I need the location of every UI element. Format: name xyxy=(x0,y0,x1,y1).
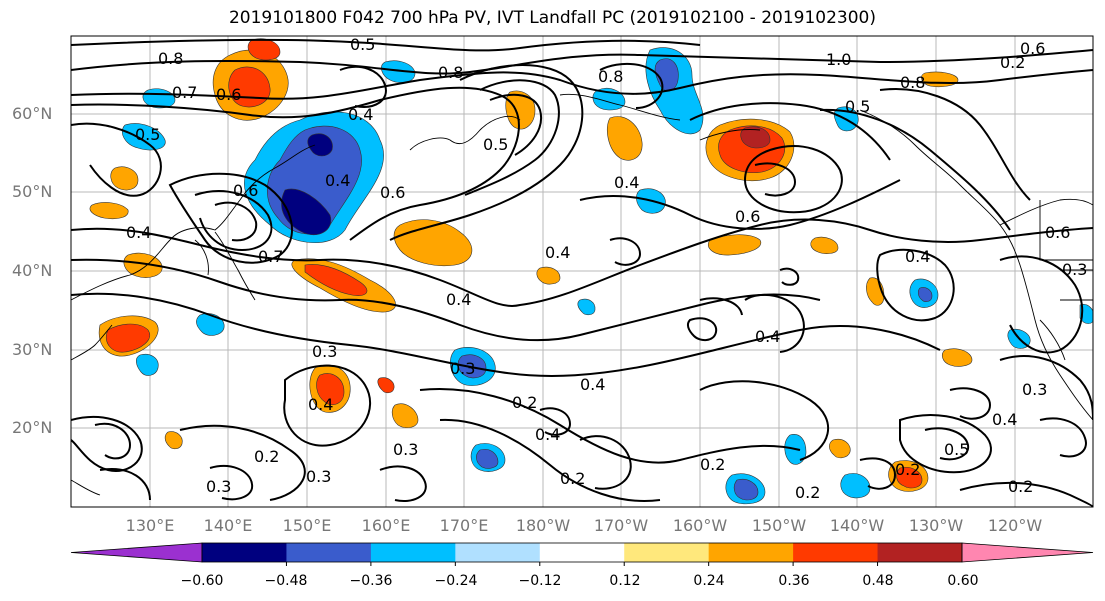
coastlines xyxy=(71,93,1093,496)
contour-label: 0.2 xyxy=(895,460,920,479)
contour-label: 0.6 xyxy=(1020,39,1045,58)
contour-label: 0.5 xyxy=(483,135,508,154)
contour-label: 0.8 xyxy=(900,73,925,92)
lon-label: 130°E xyxy=(125,516,175,535)
contour-label: 0.2 xyxy=(795,483,820,502)
contour-label: 0.6 xyxy=(216,85,241,104)
map-title: 2019101800 F042 700 hPa PV, IVT Landfall… xyxy=(228,8,876,28)
lon-label: 180°W xyxy=(515,516,571,535)
lon-label: 150°E xyxy=(282,516,332,535)
lon-label: 140°E xyxy=(203,516,253,535)
contour-label: 0.7 xyxy=(172,83,197,102)
colorbar-tick-label: 0.24 xyxy=(693,573,725,589)
contour-label: 0.6 xyxy=(233,181,258,200)
lat-label: 40°N xyxy=(12,261,53,280)
contour-label: 0.4 xyxy=(755,327,780,346)
colorbar-tick-label: −0.60 xyxy=(180,573,224,589)
colorbar-tick-label: −0.24 xyxy=(434,573,478,589)
contour-label: 1.0 xyxy=(826,50,851,69)
colorbar-tick-label: −0.48 xyxy=(264,573,308,589)
contour-label: 0.2 xyxy=(254,447,279,466)
contour-label: 0.4 xyxy=(992,410,1017,429)
contour-label: 0.2 xyxy=(1000,53,1025,72)
lon-label: 130°W xyxy=(908,516,964,535)
lon-label: 150°W xyxy=(751,516,807,535)
contour-label: 0.3 xyxy=(1062,260,1087,279)
contour-label: 0.4 xyxy=(545,243,570,262)
colorbar-tick-label: 0.48 xyxy=(862,573,894,589)
colorbar-tick-label: 0.60 xyxy=(947,573,979,589)
contour-label: 0.4 xyxy=(905,247,930,266)
contour-label: 0.6 xyxy=(1045,223,1070,242)
contour-label: 0.4 xyxy=(580,375,605,394)
contour-label: 0.2 xyxy=(560,469,585,488)
lon-label: 140°W xyxy=(829,516,885,535)
colorbar-tick-label: 0.12 xyxy=(609,573,641,589)
contour-label: 0.2 xyxy=(512,393,537,412)
contour-label: 0.7 xyxy=(258,247,283,266)
lon-label: 160°W xyxy=(672,516,728,535)
contour-label: 0.3 xyxy=(1022,380,1047,399)
contour-label: 0.3 xyxy=(206,477,231,496)
contour-label: 0.5 xyxy=(350,35,375,54)
contour-label: 0.4 xyxy=(614,173,639,192)
contour-label: 0.8 xyxy=(598,67,623,86)
contour-label: 0.5 xyxy=(944,440,969,459)
contour-label: 0.4 xyxy=(126,223,151,242)
contour-label: 0.3 xyxy=(306,467,331,486)
contour-label: 0.8 xyxy=(438,63,463,82)
lat-label: 20°N xyxy=(12,418,53,437)
contour-label: 0.5 xyxy=(845,97,870,116)
colorbar-tick-label: −0.36 xyxy=(349,573,393,589)
lon-label: 160°E xyxy=(361,516,411,535)
contour-label: 0.3 xyxy=(312,342,337,361)
contour-label: 0.3 xyxy=(393,440,418,459)
contour-label: 0.4 xyxy=(348,105,373,124)
lat-label: 30°N xyxy=(12,340,53,359)
lat-label: 60°N xyxy=(12,104,53,123)
contour-label: 0.6 xyxy=(735,207,760,226)
contour-label: 0.2 xyxy=(1008,477,1033,496)
colorbar-tick-label: 0.36 xyxy=(778,573,810,589)
lon-label: 170°E xyxy=(439,516,489,535)
colorbar-tick-label: −0.12 xyxy=(518,573,562,589)
lon-label: 120°W xyxy=(987,516,1043,535)
lat-label: 50°N xyxy=(12,182,53,201)
pv-contours xyxy=(71,38,1093,507)
lon-label: 170°W xyxy=(593,516,649,535)
contour-label: 0.4 xyxy=(325,171,350,190)
pv-shading xyxy=(89,38,1093,505)
contour-label: 0.4 xyxy=(308,395,333,414)
contour-label: 0.2 xyxy=(700,455,725,474)
contour-label: 0.6 xyxy=(380,183,405,202)
contour-label: 0.4 xyxy=(535,425,560,444)
contour-label: 0.8 xyxy=(158,49,183,68)
contour-label: 0.3 xyxy=(450,359,475,378)
contour-label: 0.4 xyxy=(446,290,471,309)
contour-label: 0.5 xyxy=(135,125,160,144)
contour-label-layer: 0.8 0.5 0.7 0.6 0.5 0.4 0.4 0.6 0.8 0.7 … xyxy=(126,35,1087,502)
